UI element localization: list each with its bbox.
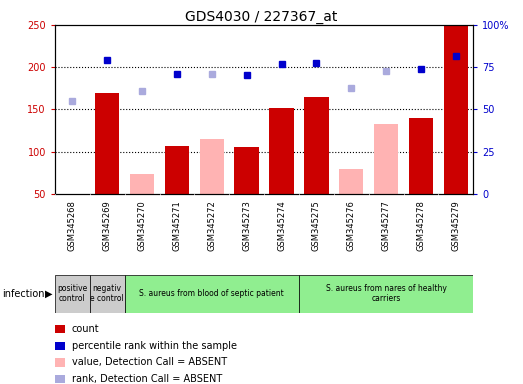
Text: GSM345268: GSM345268 (68, 200, 77, 251)
Text: positive
control: positive control (57, 284, 87, 303)
Text: value, Detection Call = ABSENT: value, Detection Call = ABSENT (72, 358, 227, 367)
Bar (269, 108, 294, 194)
FancyBboxPatch shape (124, 275, 299, 313)
FancyBboxPatch shape (299, 275, 473, 313)
Bar (409, 118, 433, 194)
Bar (165, 146, 189, 194)
FancyBboxPatch shape (90, 275, 124, 313)
Text: rank, Detection Call = ABSENT: rank, Detection Call = ABSENT (72, 374, 222, 384)
Text: GSM345274: GSM345274 (277, 200, 286, 251)
Bar (130, 174, 154, 194)
Text: GSM345273: GSM345273 (242, 200, 251, 251)
Text: GSM345277: GSM345277 (382, 200, 391, 251)
Text: negativ
e control: negativ e control (90, 284, 124, 303)
Text: infection: infection (3, 289, 45, 299)
Text: GSM345276: GSM345276 (347, 200, 356, 251)
Text: percentile rank within the sample: percentile rank within the sample (72, 341, 236, 351)
Bar (234, 147, 259, 194)
Text: GSM345275: GSM345275 (312, 200, 321, 251)
Bar (304, 97, 328, 194)
Text: count: count (72, 324, 99, 334)
Text: GSM345279: GSM345279 (451, 200, 460, 251)
Text: S. aureus from nares of healthy
carriers: S. aureus from nares of healthy carriers (326, 284, 447, 303)
Bar (444, 26, 468, 194)
Bar (55, 342, 65, 350)
Bar (55, 375, 65, 383)
Text: GSM345271: GSM345271 (173, 200, 181, 251)
Text: GSM345278: GSM345278 (416, 200, 426, 251)
Bar (200, 139, 224, 194)
Text: ▶: ▶ (45, 289, 52, 299)
Bar (339, 169, 363, 194)
Bar (55, 325, 65, 333)
Text: GSM345269: GSM345269 (103, 200, 112, 251)
Text: S. aureus from blood of septic patient: S. aureus from blood of septic patient (140, 289, 284, 298)
FancyBboxPatch shape (55, 275, 90, 313)
Bar (374, 124, 399, 194)
Bar (55, 359, 65, 366)
Bar (95, 93, 119, 194)
Text: GSM345272: GSM345272 (207, 200, 217, 251)
Text: GDS4030 / 227367_at: GDS4030 / 227367_at (185, 10, 338, 23)
Text: GSM345270: GSM345270 (138, 200, 146, 251)
